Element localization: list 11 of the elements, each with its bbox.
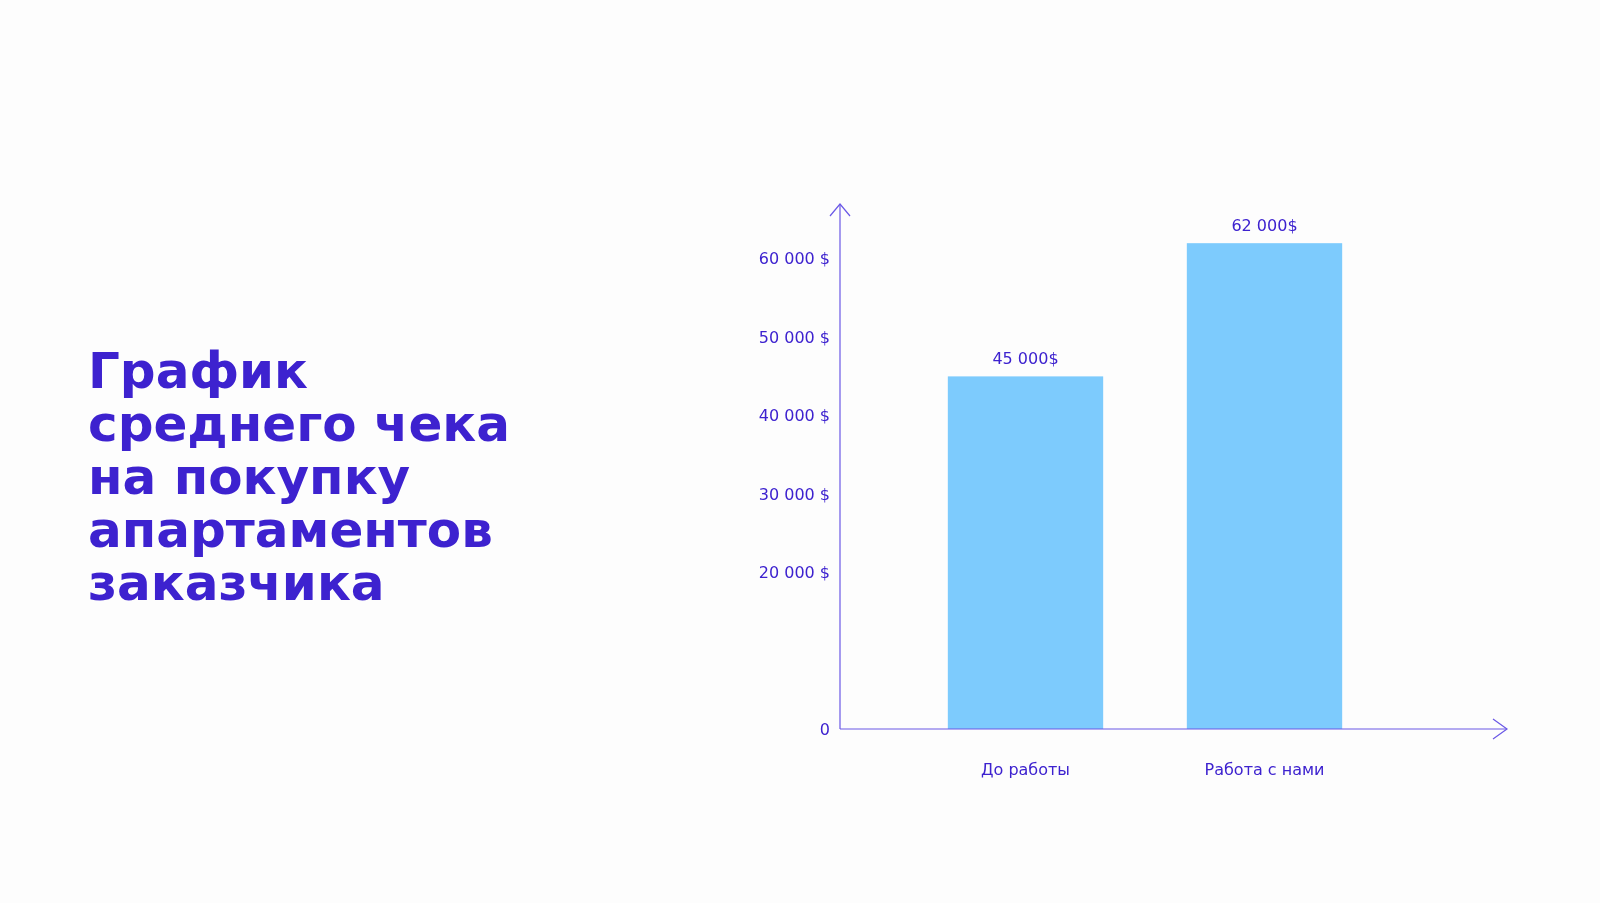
y-tick-label: 50 000 $ — [758, 327, 830, 347]
x-tick-label: До работы — [981, 760, 1070, 779]
text: График среднего чека на покупку апартаментов заказчика — [88, 342, 510, 612]
y-tick-label: 60 000 $ — [758, 249, 830, 269]
y-tick-label: 40 000 $ — [758, 406, 830, 426]
x-tick-label: Работа с нами — [1204, 760, 1325, 779]
data-label: 45 000$ — [992, 349, 1059, 369]
y-tick-label: 30 000 $ — [758, 484, 830, 504]
y-tick-label: 20 000 $ — [758, 562, 830, 582]
data-label: 62 000$ — [1231, 216, 1298, 236]
y-tick-label: 0 — [819, 719, 830, 739]
